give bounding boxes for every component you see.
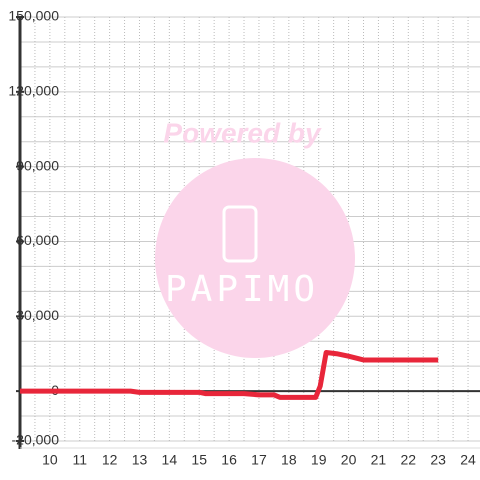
x-tick-label: 12 — [102, 452, 118, 468]
y-tick-label: 120,000 — [8, 83, 59, 99]
x-tick-label: 14 — [162, 452, 178, 468]
x-tick-label: 11 — [72, 452, 87, 468]
y-tick-label: 90,000 — [16, 157, 59, 173]
y-tick-label: 30,000 — [16, 307, 59, 323]
x-tick-label: 15 — [191, 452, 207, 468]
x-tick-label: 17 — [251, 452, 267, 468]
x-tick-label: 18 — [281, 452, 297, 468]
y-tick-label: 60,000 — [16, 232, 59, 248]
y-tick-label: 150,000 — [8, 8, 59, 24]
x-tick-label: 13 — [132, 452, 148, 468]
x-tick-label: 23 — [430, 452, 446, 468]
x-tick-label: 10 — [42, 452, 58, 468]
watermark-text: PAPIMO — [165, 269, 319, 310]
x-tick-label: 20 — [341, 452, 357, 468]
x-tick-label: 21 — [371, 452, 387, 468]
x-tick-label: 19 — [311, 452, 327, 468]
watermark-text: Powered by — [163, 117, 322, 148]
x-tick-label: 24 — [460, 452, 476, 468]
watermark: Powered by PAPIMO — [155, 117, 355, 358]
x-tick-label: 22 — [401, 452, 417, 468]
x-tick-label: 16 — [221, 452, 237, 468]
y-tick-label: -20,000 — [12, 432, 60, 448]
series-line — [20, 349, 439, 400]
phone-icon — [222, 205, 258, 263]
